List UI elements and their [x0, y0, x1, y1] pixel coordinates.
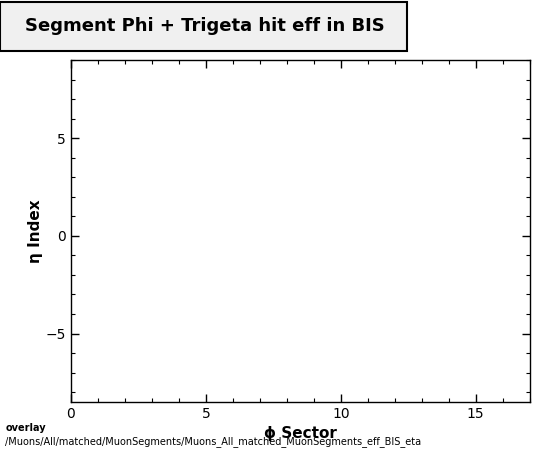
Text: overlay: overlay: [5, 423, 46, 433]
Y-axis label: η Index: η Index: [28, 199, 43, 263]
Text: Segment Phi + Trigeta hit eff in BIS: Segment Phi + Trigeta hit eff in BIS: [25, 18, 384, 35]
Text: /Muons/All/matched/MuonSegments/Muons_All_matched_MuonSegments_eff_BIS_eta: /Muons/All/matched/MuonSegments/Muons_Al…: [5, 437, 422, 448]
X-axis label: ϕ Sector: ϕ Sector: [264, 426, 337, 441]
